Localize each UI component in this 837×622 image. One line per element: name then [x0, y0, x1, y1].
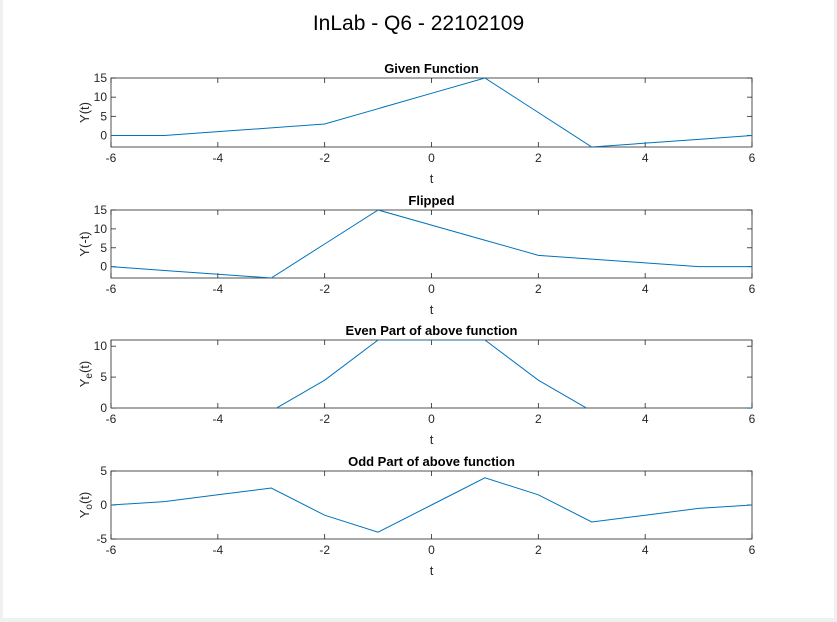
- x-tick-label: -2: [319, 282, 330, 296]
- y-axis-label: Y(-t): [77, 231, 92, 256]
- y-axis-label: Yo(t): [77, 492, 95, 519]
- x-tick-label: 6: [749, 412, 756, 426]
- x-tick-label: 2: [535, 282, 542, 296]
- x-tick-label: -6: [106, 282, 117, 296]
- series-line: [111, 78, 752, 147]
- y-axis-label: Ye(t): [77, 361, 95, 388]
- y-tick-label: 15: [94, 71, 108, 85]
- x-tick-label: 0: [428, 282, 435, 296]
- x-tick-label: -2: [319, 412, 330, 426]
- x-tick-label: -4: [212, 151, 223, 165]
- x-tick-label: 0: [428, 412, 435, 426]
- subplot-4: -6 -4 -2 0 2 4 6 -5 0 5 Odd Part of above function…: [77, 454, 756, 578]
- subplot-3: -6 -4 -2 0 2 4 6 0 5 10 Even Part of above functio…: [77, 323, 756, 447]
- y-tick-label: 0: [100, 401, 107, 415]
- x-tick-label: 2: [535, 151, 542, 165]
- x-axis-label: t: [430, 171, 434, 186]
- y-tick-label: 0: [100, 498, 107, 512]
- series-line: [111, 210, 752, 278]
- x-axis-label: t: [430, 563, 434, 578]
- subplot-2: -6 -4 -2 0 2 4 6 0 5 10 15 Flipped t Y(-t): [77, 193, 756, 317]
- x-tick-label: -6: [106, 412, 117, 426]
- x-tick-label: 4: [642, 282, 649, 296]
- x-tick-label: 0: [428, 543, 435, 557]
- figure-title: InLab - Q6 - 22102109: [312, 12, 525, 35]
- x-tick-label: -4: [212, 543, 223, 557]
- x-tick-label: -6: [106, 543, 117, 557]
- y-tick-label: 5: [100, 464, 107, 478]
- x-tick-label: -2: [319, 543, 330, 557]
- x-axis-label: t: [430, 432, 434, 447]
- y-tick-label: 15: [94, 203, 108, 217]
- x-tick-label: 2: [535, 543, 542, 557]
- x-tick-label: -6: [106, 151, 117, 165]
- x-tick-label: -4: [212, 282, 223, 296]
- y-tick-label: 5: [100, 370, 107, 384]
- axes-box: [110, 209, 753, 279]
- x-tick-label: 4: [642, 543, 649, 557]
- y-tick-label: -5: [96, 532, 107, 546]
- x-tick-label: -4: [212, 412, 223, 426]
- y-tick-label: 10: [94, 90, 108, 104]
- x-tick-label: 6: [749, 543, 756, 557]
- x-axis-label: t: [430, 302, 434, 317]
- x-tick-label: 6: [749, 151, 756, 165]
- x-tick-label: 2: [535, 412, 542, 426]
- x-tick-label: 4: [642, 412, 649, 426]
- y-tick-label: 10: [94, 222, 108, 236]
- x-tick-label: 0: [428, 151, 435, 165]
- subplot-1: -6 -4 -2 0 2 4 6 0 5 10 15 Given Function t Y(t): [77, 61, 756, 186]
- x-tick-label: 6: [749, 282, 756, 296]
- y-tick-label: 5: [100, 109, 107, 123]
- x-tick-label: -2: [319, 151, 330, 165]
- subplot-title: Given Function: [384, 61, 479, 76]
- y-tick-label: 0: [100, 129, 107, 143]
- series-line: [111, 477, 752, 533]
- y-tick-label: 5: [100, 241, 107, 255]
- axes-box: [110, 339, 753, 409]
- y-axis-label: Y(t): [77, 102, 92, 123]
- axes-box: [110, 77, 753, 148]
- x-tick-label: 4: [642, 151, 649, 165]
- subplot-title: Odd Part of above function: [348, 454, 515, 469]
- subplot-title: Flipped: [408, 193, 454, 208]
- y-tick-label: 10: [94, 339, 108, 353]
- subplot-title: Even Part of above function: [346, 323, 518, 338]
- y-tick-label: 0: [100, 260, 107, 274]
